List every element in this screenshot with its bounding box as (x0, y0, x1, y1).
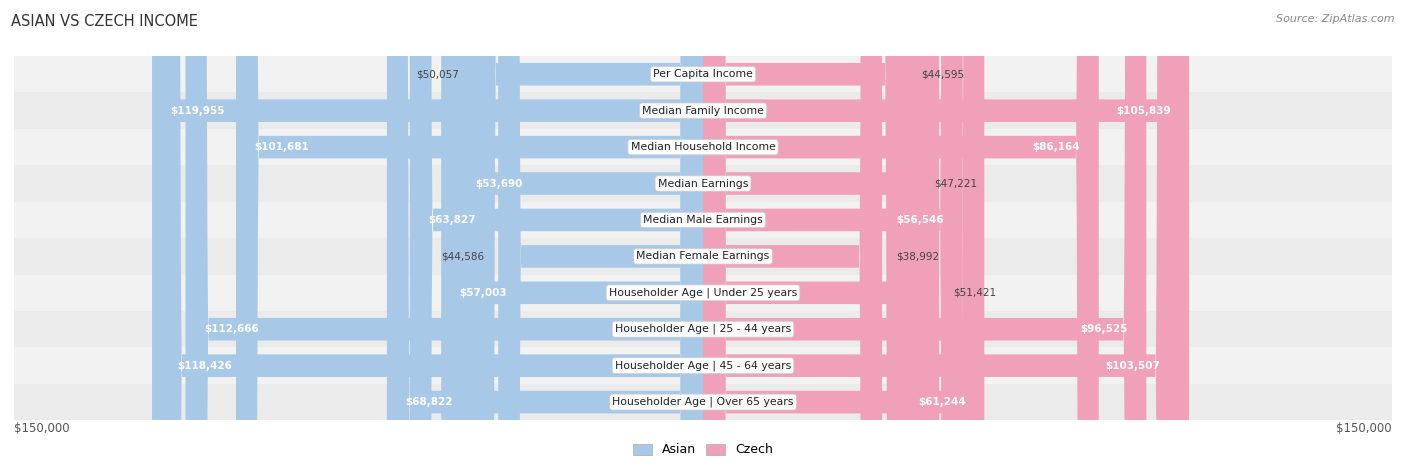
Bar (14, 92, 1392, 129)
FancyBboxPatch shape (703, 0, 984, 467)
Text: Householder Age | 45 - 64 years: Householder Age | 45 - 64 years (614, 361, 792, 371)
FancyBboxPatch shape (498, 0, 703, 467)
FancyBboxPatch shape (703, 0, 882, 467)
FancyBboxPatch shape (457, 0, 703, 467)
FancyBboxPatch shape (152, 0, 703, 467)
Bar (14, 347, 1392, 384)
FancyBboxPatch shape (703, 0, 1189, 467)
FancyBboxPatch shape (409, 0, 703, 467)
Text: $101,681: $101,681 (254, 142, 309, 152)
Text: ASIAN VS CZECH INCOME: ASIAN VS CZECH INCOME (11, 14, 198, 29)
Text: $50,057: $50,057 (416, 69, 460, 79)
FancyBboxPatch shape (703, 0, 1146, 467)
Text: $150,000: $150,000 (14, 422, 70, 435)
FancyBboxPatch shape (703, 0, 908, 467)
Text: $118,426: $118,426 (177, 361, 232, 371)
Text: $56,546: $56,546 (897, 215, 945, 225)
Text: $150,000: $150,000 (1336, 422, 1392, 435)
FancyBboxPatch shape (472, 0, 703, 467)
Bar (14, 311, 1392, 347)
Text: $38,992: $38,992 (896, 251, 939, 262)
FancyBboxPatch shape (703, 0, 1098, 467)
FancyBboxPatch shape (159, 0, 703, 467)
Text: Householder Age | Over 65 years: Householder Age | Over 65 years (612, 397, 794, 407)
Bar (14, 202, 1392, 238)
Text: $105,839: $105,839 (1116, 106, 1171, 116)
Text: Median Earnings: Median Earnings (658, 178, 748, 189)
Text: $44,595: $44,595 (921, 69, 965, 79)
Text: $53,690: $53,690 (475, 178, 522, 189)
Text: $51,421: $51,421 (953, 288, 995, 298)
FancyBboxPatch shape (703, 0, 963, 467)
Legend: Asian, Czech: Asian, Czech (628, 439, 778, 461)
Text: Median Family Income: Median Family Income (643, 106, 763, 116)
Text: $47,221: $47,221 (934, 178, 977, 189)
Text: $63,827: $63,827 (429, 215, 475, 225)
FancyBboxPatch shape (441, 0, 703, 467)
Text: $44,586: $44,586 (441, 251, 485, 262)
FancyBboxPatch shape (236, 0, 703, 467)
Text: $112,666: $112,666 (204, 324, 259, 334)
Text: $119,955: $119,955 (170, 106, 225, 116)
FancyBboxPatch shape (703, 0, 920, 467)
FancyBboxPatch shape (703, 0, 939, 467)
Bar (14, 129, 1392, 165)
Text: Median Male Earnings: Median Male Earnings (643, 215, 763, 225)
Text: $96,525: $96,525 (1081, 324, 1128, 334)
Text: $57,003: $57,003 (460, 288, 508, 298)
FancyBboxPatch shape (186, 0, 703, 467)
Bar (14, 275, 1392, 311)
Text: Per Capita Income: Per Capita Income (652, 69, 754, 79)
Bar (14, 384, 1392, 420)
Bar (14, 165, 1392, 202)
Text: $61,244: $61,244 (918, 397, 966, 407)
Bar (14, 56, 1392, 92)
Bar (14, 238, 1392, 275)
Text: $86,164: $86,164 (1033, 142, 1080, 152)
Text: Householder Age | 25 - 44 years: Householder Age | 25 - 44 years (614, 324, 792, 334)
Text: $103,507: $103,507 (1105, 361, 1160, 371)
FancyBboxPatch shape (387, 0, 703, 467)
Text: Source: ZipAtlas.com: Source: ZipAtlas.com (1277, 14, 1395, 24)
Text: $68,822: $68,822 (405, 397, 453, 407)
Text: Median Household Income: Median Household Income (630, 142, 776, 152)
FancyBboxPatch shape (703, 0, 1178, 467)
Text: Householder Age | Under 25 years: Householder Age | Under 25 years (609, 288, 797, 298)
Text: Median Female Earnings: Median Female Earnings (637, 251, 769, 262)
